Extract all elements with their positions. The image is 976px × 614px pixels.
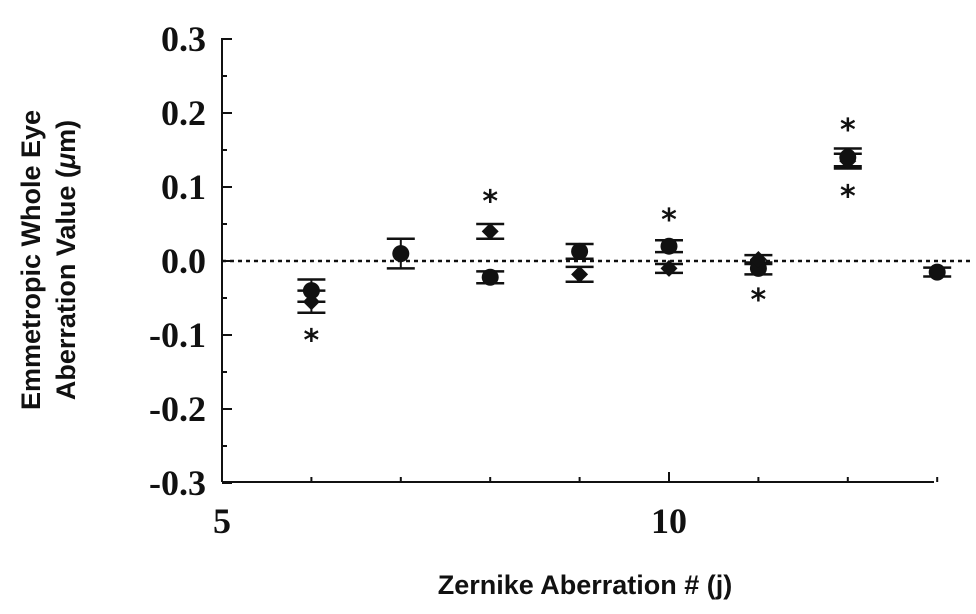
y-tick-label: 0.1 — [161, 167, 206, 207]
y-tick-label: 0.3 — [161, 19, 206, 59]
y-axis-ticks: -0.3 -0.2 -0.1 0.0 0.1 0.2 0.3 — [149, 19, 232, 503]
x-tick-label: 10 — [651, 501, 687, 541]
diamond-data-point — [749, 251, 767, 269]
x-tick-label: 5 — [213, 501, 231, 541]
diamond-data-point — [302, 293, 320, 311]
circle-data-point — [302, 282, 320, 300]
x-axis-ticks: 5101520 — [213, 472, 939, 541]
y-tick-label: -0.1 — [149, 315, 206, 355]
y-axis-title-suffix: m) — [51, 120, 81, 153]
significance-asterisk: * — [304, 324, 320, 359]
y-tick-label: -0.2 — [149, 389, 206, 429]
y-tick-label: 0.0 — [161, 241, 206, 281]
diamond-data-point — [839, 152, 857, 170]
significance-asterisk: * — [840, 179, 856, 214]
y-axis-title-line2: Aberration Value (μm) — [51, 120, 81, 400]
circle-data-point — [749, 259, 767, 277]
diamond-data-point — [660, 259, 678, 277]
y-axis-title-mu: μ — [51, 153, 81, 170]
circle-data-point — [660, 237, 678, 255]
significance-asterisk: * — [840, 113, 856, 148]
circle-data-point — [392, 245, 410, 263]
chart-axes — [221, 38, 972, 483]
x-axis-title: Zernike Aberration # (j) — [438, 570, 733, 600]
y-axis-title-prefix: Aberration Value ( — [51, 169, 81, 400]
significance-asterisk: * — [751, 283, 767, 318]
significance-asterisk: * — [661, 203, 677, 238]
significance-asterisk: * — [482, 185, 498, 220]
circle-data-point — [481, 268, 499, 286]
y-tick-label: 0.2 — [161, 93, 206, 133]
data-points — [302, 148, 946, 311]
error-bars — [297, 147, 952, 315]
y-tick-label: -0.3 — [149, 463, 206, 503]
diamond-data-point — [481, 222, 499, 240]
significance-markers: *********** — [304, 113, 856, 359]
y-axis-title-line1: Emmetropic Whole Eye — [16, 110, 46, 410]
diamond-data-point — [571, 265, 589, 283]
circle-data-point — [928, 263, 946, 281]
circle-data-point — [571, 242, 589, 260]
